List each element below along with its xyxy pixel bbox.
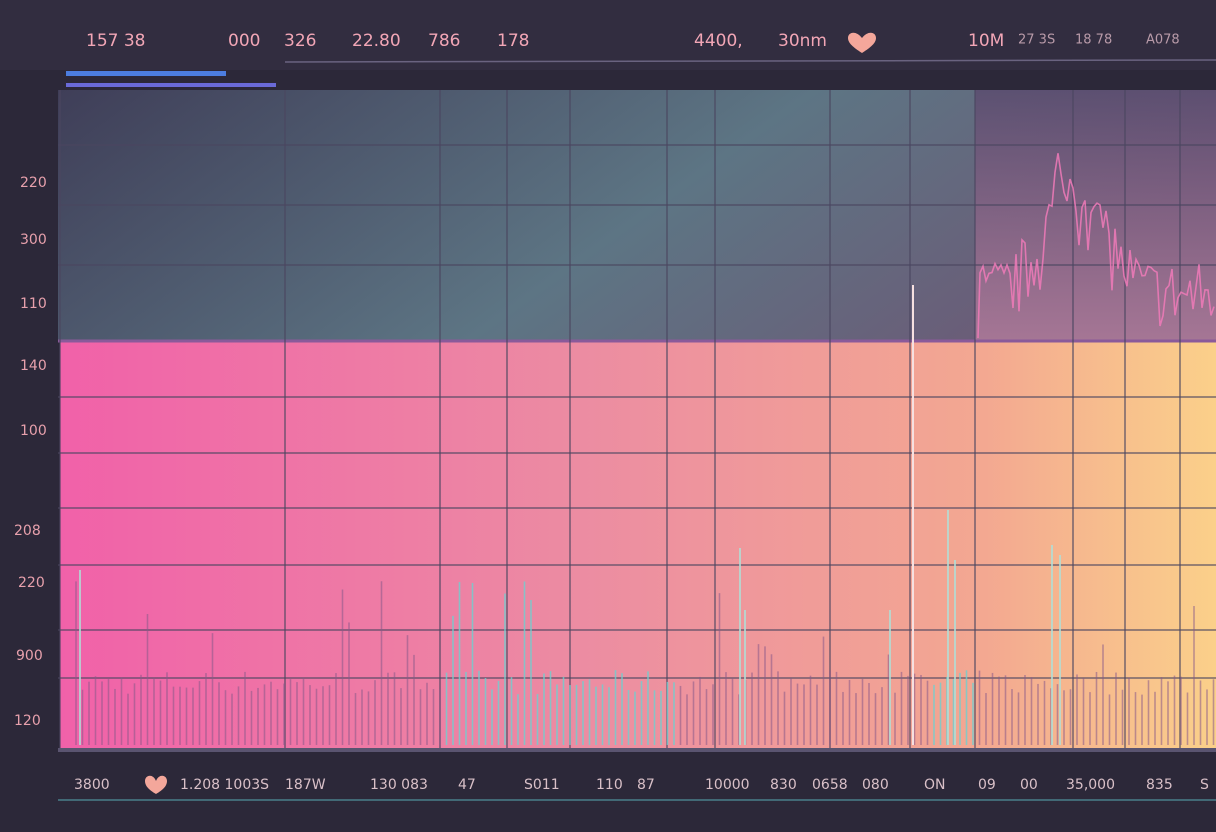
top-value: 326 xyxy=(284,31,316,51)
top-bar xyxy=(0,0,1216,70)
bottom-value: ON xyxy=(924,777,946,793)
side-label: 140 xyxy=(20,358,47,374)
spikes xyxy=(75,153,1215,745)
bottom-value: 10000 xyxy=(705,777,750,793)
bottom-value: 09 xyxy=(978,777,996,793)
bottom-value: 87 xyxy=(637,777,655,793)
top-value: 10M xyxy=(968,31,1004,51)
side-label: 220 xyxy=(18,575,45,591)
bottom-labels: 3800 1.208 1003S 187W 130 083 47 S011 11… xyxy=(74,777,1209,793)
bottom-value: 35,000 xyxy=(1066,777,1115,793)
bottom-value: 187W xyxy=(285,777,326,793)
bottom-value: 0658 xyxy=(812,777,848,793)
top-labels: 157 38 000 326 22.80 786 178 4400, 30nm … xyxy=(86,31,1180,51)
side-label: 120 xyxy=(14,713,41,729)
top-value: 18 78 xyxy=(1075,33,1112,48)
bottom-value: 00 xyxy=(1020,777,1038,793)
lower-panel xyxy=(60,342,1216,748)
bottom-value: 47 xyxy=(458,777,476,793)
side-label: 900 xyxy=(16,648,43,664)
grid xyxy=(58,90,1216,748)
top-rule xyxy=(284,59,1216,63)
bottom-value: 1.208 1003S xyxy=(180,777,269,793)
bottom-value: S011 xyxy=(524,777,560,793)
bottom-value: 110 xyxy=(596,777,623,793)
side-label: 110 xyxy=(20,296,47,312)
heart-icon xyxy=(145,775,167,794)
trace xyxy=(977,153,1215,339)
top-value: 157 38 xyxy=(86,31,145,51)
side-label: 208 xyxy=(14,523,41,539)
bottom-value: 835 xyxy=(1146,777,1173,793)
top-value: 786 xyxy=(428,31,460,51)
bottom-value: 3800 xyxy=(74,777,110,793)
top-value: 22.80 xyxy=(352,31,401,51)
side-labels: 220 300 110 140 100 208 220 900 120 xyxy=(14,175,47,729)
bottom-value: 130 083 xyxy=(370,777,428,793)
side-label: 220 xyxy=(20,175,47,191)
side-label: 300 xyxy=(20,232,47,248)
bottom-value: S xyxy=(1200,777,1209,793)
legend-bar xyxy=(66,83,276,87)
heart-icon xyxy=(848,32,876,53)
upper-panel-highlight xyxy=(975,90,1216,340)
legend-bar xyxy=(66,71,226,76)
top-value: 178 xyxy=(497,31,529,51)
top-value: 30nm xyxy=(778,31,827,51)
top-value: 000 xyxy=(228,31,260,51)
bottom-value: 080 xyxy=(862,777,889,793)
bottom-value: 830 xyxy=(770,777,797,793)
top-value: A078 xyxy=(1146,33,1180,48)
top-value: 27 3S xyxy=(1018,33,1055,48)
side-label: 100 xyxy=(20,423,47,439)
top-value: 4400, xyxy=(694,31,743,51)
